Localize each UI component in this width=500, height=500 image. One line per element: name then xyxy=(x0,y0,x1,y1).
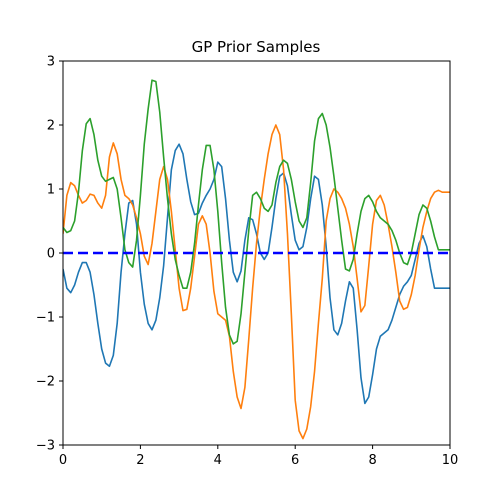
y-tick-label: −1 xyxy=(36,311,55,326)
x-tick-label: 0 xyxy=(59,453,67,468)
series-line-1 xyxy=(63,143,450,405)
y-tick-label: −3 xyxy=(36,439,55,454)
series-line-2 xyxy=(63,124,450,440)
y-tick-label: 0 xyxy=(47,247,55,262)
plot-area-frame xyxy=(62,60,451,446)
series-line-3 xyxy=(63,79,450,345)
y-tick-label: 3 xyxy=(47,55,55,70)
x-tick-label: 6 xyxy=(291,453,299,468)
chart-title: GP Prior Samples xyxy=(192,38,321,56)
x-tick-label: 8 xyxy=(368,453,376,468)
y-tick-label: −2 xyxy=(36,375,55,390)
x-axis: 0 2 4 6 8 10 xyxy=(59,445,458,468)
x-tick-label: 4 xyxy=(214,453,222,468)
x-tick-label: 10 xyxy=(442,453,459,468)
series-layer xyxy=(63,79,450,440)
y-tick-label: 1 xyxy=(47,183,55,198)
y-axis: −3 −2 −1 0 1 2 3 xyxy=(36,55,63,454)
y-tick-label: 2 xyxy=(47,119,55,134)
x-tick-label: 2 xyxy=(136,453,144,468)
